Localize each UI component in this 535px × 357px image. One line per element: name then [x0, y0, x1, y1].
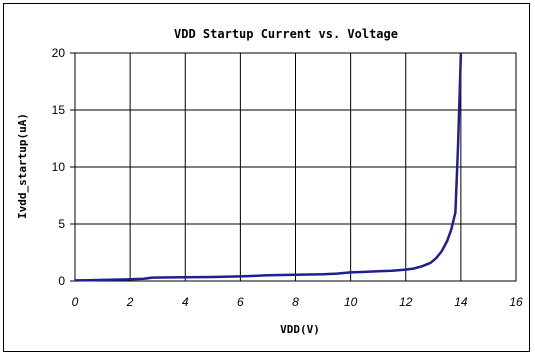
x-tick-label: 10 — [344, 295, 358, 309]
x-axis-label: VDD(V) — [280, 323, 320, 336]
y-tick-label: 20 — [52, 46, 66, 60]
x-tick-label: 16 — [509, 295, 523, 309]
y-tick-label: 5 — [58, 217, 65, 231]
chart-frame: VDD Startup Current vs. Voltage 0 5 10 15 20… — [3, 3, 530, 352]
y-axis-label: Ivdd_startup(uA) — [16, 113, 29, 219]
x-tick-label: 2 — [126, 295, 134, 309]
y-tick-label: 15 — [52, 103, 66, 117]
x-tick-label: 4 — [182, 295, 189, 309]
x-tick-label: 0 — [72, 295, 79, 309]
x-tick-label: 8 — [292, 295, 299, 309]
x-tick-label: 6 — [237, 295, 244, 309]
y-tick-label: 10 — [52, 160, 66, 174]
x-axis-ticks: 0 2 4 6 8 10 12 14 16 — [72, 295, 523, 309]
y-axis-ticks: 0 5 10 15 20 — [52, 46, 75, 288]
y-tick-label: 0 — [58, 274, 65, 288]
series-line — [74, 52, 463, 282]
grid — [75, 53, 516, 281]
line-chart: VDD Startup Current vs. Voltage 05101520… — [16, 27, 523, 336]
series-layer — [74, 52, 463, 282]
x-tick-label: 14 — [454, 295, 468, 309]
x-tick-label: 12 — [399, 295, 413, 309]
chart-title: VDD Startup Current vs. Voltage — [174, 27, 398, 41]
